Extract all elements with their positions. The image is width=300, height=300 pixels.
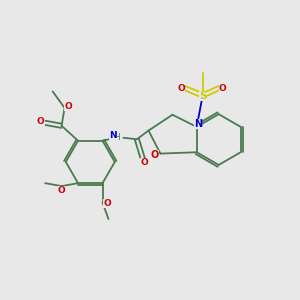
Text: H: H bbox=[115, 133, 120, 142]
Text: O: O bbox=[64, 102, 72, 111]
Text: N: N bbox=[194, 119, 202, 129]
Text: O: O bbox=[140, 158, 148, 167]
Text: O: O bbox=[219, 83, 226, 92]
Text: O: O bbox=[58, 186, 65, 195]
Text: O: O bbox=[177, 83, 185, 92]
Text: S: S bbox=[199, 91, 206, 100]
Text: O: O bbox=[103, 199, 111, 208]
Text: O: O bbox=[37, 117, 45, 126]
Text: N: N bbox=[110, 131, 117, 140]
Text: O: O bbox=[151, 150, 159, 160]
